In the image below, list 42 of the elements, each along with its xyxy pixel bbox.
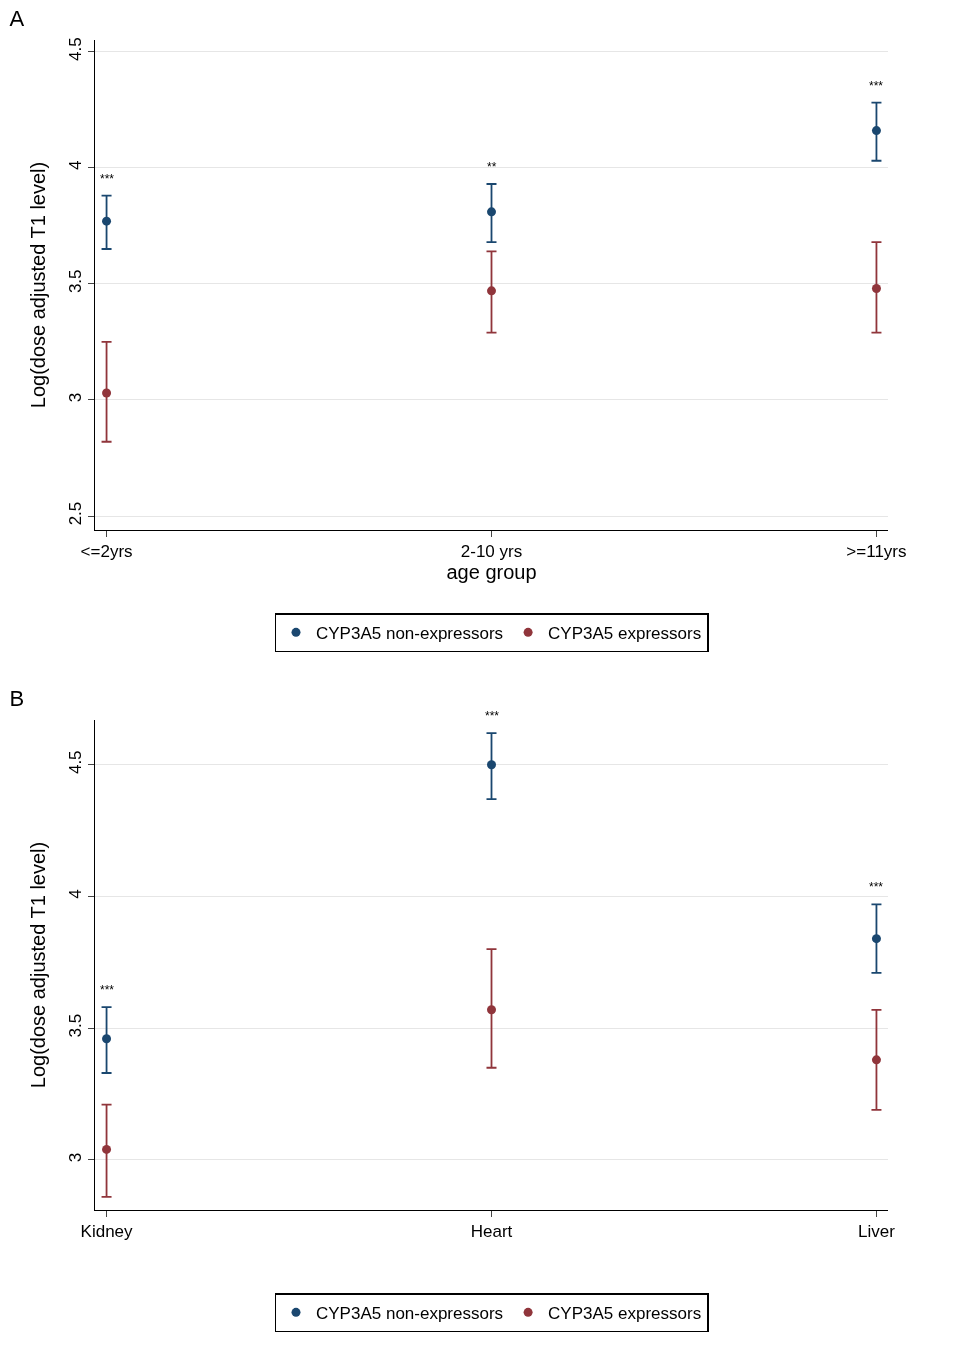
annotation: ***	[100, 172, 115, 186]
x-tick-label: >=11yrs	[846, 542, 907, 562]
x-tick-label: 2-10 yrs	[460, 542, 523, 562]
y-tick-label: 4	[66, 160, 86, 170]
y-tick-label: 3	[66, 1152, 86, 1163]
legend-label: CYP3A5 expressors	[548, 1303, 702, 1323]
point	[102, 1034, 112, 1044]
point	[102, 1144, 112, 1154]
point	[487, 286, 496, 296]
y-axis-title: Log(dose adjusted T1 level)	[27, 841, 49, 1089]
y-tick-label: 4.5	[66, 750, 86, 775]
y-tick-label: 2.5	[66, 501, 86, 526]
x-tick-label: <=2yrs	[80, 542, 133, 562]
x-axis-title: age group	[446, 561, 537, 584]
x-tick-label: Kidney	[80, 1222, 134, 1242]
legend-label: CYP3A5 non-expressors	[316, 623, 504, 643]
point	[871, 1055, 881, 1065]
annotation: ***	[100, 983, 115, 997]
point	[487, 1005, 496, 1015]
y-tick-label: 4	[66, 889, 86, 899]
point	[871, 934, 881, 944]
x-tick-label: Liver	[858, 1222, 896, 1242]
legend-label: CYP3A5 expressors	[548, 623, 702, 643]
point	[871, 126, 881, 136]
y-axis-title: Log(dose adjusted T1 level)	[27, 161, 49, 409]
point	[871, 283, 881, 293]
point	[487, 207, 496, 217]
point	[102, 388, 112, 398]
point	[102, 216, 112, 226]
y-tick-label: 3.5	[66, 1013, 86, 1038]
annotation: ***	[869, 79, 884, 93]
chart-title: A	[9, 5, 25, 31]
point	[487, 760, 496, 770]
annotation: ***	[869, 880, 884, 894]
y-tick-label: 4.5	[66, 37, 86, 61]
x-tick-label: Heart	[470, 1222, 513, 1242]
legend-label: CYP3A5 non-expressors	[316, 1303, 504, 1323]
annotation: ***	[485, 709, 500, 723]
y-tick-label: 3	[66, 392, 86, 403]
chart-title: B	[9, 685, 25, 711]
annotation: **	[487, 160, 497, 174]
y-tick-label: 3.5	[66, 269, 86, 294]
